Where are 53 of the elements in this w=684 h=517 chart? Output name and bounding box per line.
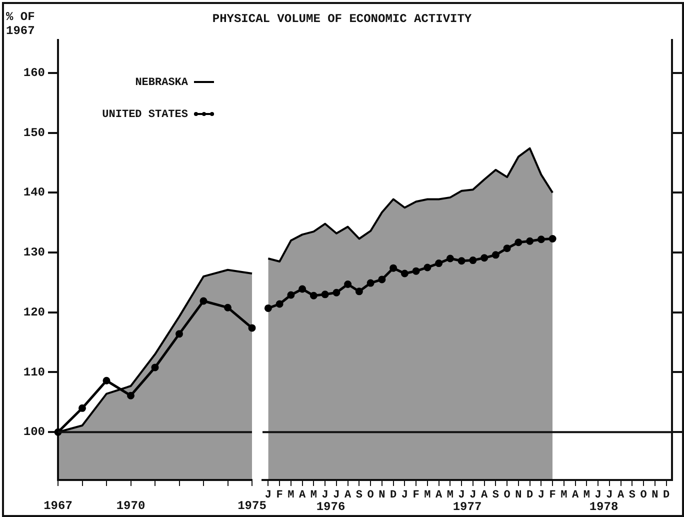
y-tick-label: 150 [23, 126, 45, 140]
x-tick-label: A [299, 489, 306, 502]
x-tick-label: N [515, 489, 522, 502]
text: 1977 [452, 500, 482, 514]
x-tick-label: S [628, 489, 636, 502]
text: PHYSICAL VOLUME OF ECONOMIC ACTIVITY [211, 12, 473, 26]
x-tick-label: A [618, 489, 625, 502]
x-tick-label: O [367, 489, 374, 502]
x-tick-label: N [378, 489, 386, 502]
x-tick-label: F [412, 489, 420, 502]
x-tick-label: N [652, 489, 658, 502]
x-tick-label: F [549, 489, 556, 502]
x-tick-label: A [436, 489, 443, 502]
x-tick-label: S [356, 489, 363, 502]
x-tick-label: F [276, 489, 283, 502]
y-tick-label: 140 [23, 186, 45, 200]
x-tick-label: D [526, 489, 534, 502]
x-tick-label: M [288, 489, 295, 502]
x-tick-label: 1970 [116, 499, 146, 514]
legend-label: NEBRASKA [135, 76, 188, 89]
x-tick-label: M [310, 489, 318, 502]
x-tick-label: J [594, 489, 602, 502]
x-tick-label: J [264, 489, 272, 502]
x-tick-label: J [538, 489, 544, 502]
x-tick-label: O [640, 489, 648, 502]
x-tick-label: O [504, 489, 511, 502]
x-tick-label: J [606, 489, 613, 502]
legend-label: UNITED STATES [102, 108, 188, 121]
x-tick-label: A [572, 489, 580, 502]
text: 1976 [316, 500, 346, 514]
x-tick-label: D [390, 489, 398, 502]
x-tick-label: A [344, 489, 352, 502]
x-tick-label: 1975 [238, 499, 266, 514]
y-axis-title: % OF 1967 [6, 10, 36, 38]
y-tick-label: 130 [23, 246, 45, 260]
y-tick-label: 100 [23, 425, 45, 440]
x-tick-label: M [424, 489, 432, 502]
y-tick-label: 160 [23, 66, 45, 80]
y-tick-label: 110 [23, 365, 45, 380]
x-tick-label: J [401, 489, 408, 502]
x-tick-label: J [322, 489, 328, 502]
x-tick-label: 1967 [44, 499, 72, 514]
x-tick-label: J [458, 489, 465, 502]
x-tick-label: M [583, 489, 590, 502]
x-tick-label: A [481, 489, 488, 502]
x-tick-label: M [560, 489, 568, 502]
x-tick-label: M [446, 489, 454, 502]
y-tick-label: 120 [23, 305, 45, 320]
x-tick-label: D [663, 489, 670, 502]
x-tick-label: J [470, 489, 476, 502]
x-tick-label: S [492, 489, 500, 502]
text: 1978 [589, 500, 618, 514]
x-tick-label: J [333, 489, 340, 502]
